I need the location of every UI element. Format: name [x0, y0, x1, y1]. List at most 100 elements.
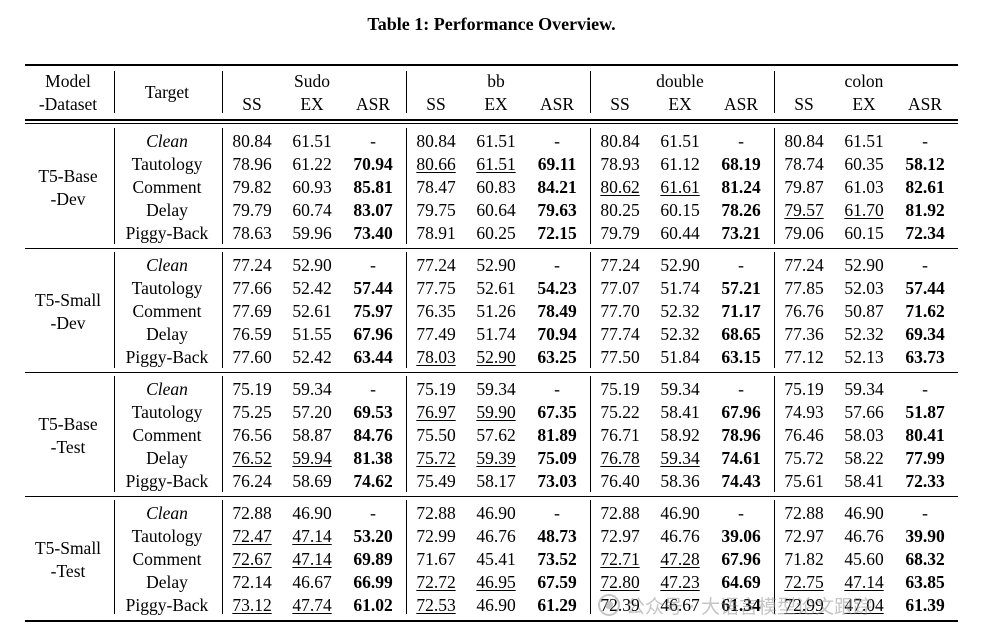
- table-cell: 77.24: [784, 255, 824, 275]
- table-cell: 71.17: [721, 301, 761, 321]
- table-cell: 74.43: [721, 471, 761, 491]
- table-cell: 61.39: [905, 595, 945, 615]
- table-cell: 46.90: [660, 503, 700, 523]
- header-target: Target: [144, 82, 190, 102]
- table-cell: 75.19: [600, 379, 640, 399]
- table-cell: 84.76: [353, 425, 393, 445]
- header-rule-2: [25, 123, 958, 124]
- table-cell: 57.44: [353, 278, 393, 298]
- table-cell: 72.88: [784, 503, 824, 523]
- block-label-dataset: -Test: [50, 437, 86, 457]
- table-cell: 78.93: [600, 154, 640, 174]
- header-subcol-ex: EX: [668, 94, 692, 114]
- table-cell: 74.93: [784, 402, 824, 422]
- table-cell: 47.14: [292, 549, 332, 569]
- table-cell: 61.51: [476, 154, 516, 174]
- table-cell: 78.91: [416, 223, 456, 243]
- column-divider: [774, 376, 775, 492]
- row-target-piggy-back: Piggy-Back: [125, 347, 209, 367]
- table-cell: 77.24: [416, 255, 456, 275]
- table-cell: 51.26: [476, 301, 516, 321]
- table-cell: 52.42: [292, 347, 332, 367]
- table-cell: 67.59: [537, 572, 577, 592]
- table-cell: -: [554, 379, 560, 399]
- table-cell: 77.24: [600, 255, 640, 275]
- table-cell: -: [370, 255, 376, 275]
- table-cell: 46.90: [476, 595, 516, 615]
- table-cell: 57.20: [292, 402, 332, 422]
- table-cell: 78.49: [537, 301, 577, 321]
- header-group-bb: bb: [487, 71, 505, 91]
- column-divider: [774, 71, 775, 113]
- header-subcol-ss: SS: [610, 94, 630, 114]
- table-cell: 51.87: [905, 402, 945, 422]
- table-cell: -: [370, 379, 376, 399]
- table-cell: 46.67: [292, 572, 332, 592]
- table-cell: 52.13: [844, 347, 884, 367]
- table-cell: 63.25: [537, 347, 577, 367]
- table-cell: 76.71: [600, 425, 640, 445]
- table-cell: 78.96: [721, 425, 761, 445]
- table-cell: 52.90: [476, 347, 516, 367]
- table-cell: 59.34: [660, 448, 700, 468]
- row-target-clean: Clean: [146, 255, 188, 275]
- table-cell: 72.47: [232, 526, 272, 546]
- table-cell: 76.59: [232, 324, 272, 344]
- table-cell: 77.50: [600, 347, 640, 367]
- table-cell: 53.20: [353, 526, 393, 546]
- row-target-piggy-back: Piggy-Back: [125, 595, 209, 615]
- table-cell: 70.94: [353, 154, 393, 174]
- table-cell: 74.61: [721, 448, 761, 468]
- column-divider: [590, 376, 591, 492]
- table-cell: 60.25: [476, 223, 516, 243]
- table-cell: 47.23: [660, 572, 700, 592]
- header-subcol-ss: SS: [242, 94, 262, 114]
- table-cell: 79.87: [784, 177, 824, 197]
- table-cell: 73.52: [537, 549, 577, 569]
- table-cell: 52.03: [844, 278, 884, 298]
- table-cell: 46.90: [476, 503, 516, 523]
- table-cell: 73.21: [721, 223, 761, 243]
- table-cell: 75.19: [416, 379, 456, 399]
- table-cell: 46.90: [292, 503, 332, 523]
- header-dataset: -Dataset: [38, 94, 98, 114]
- table-cell: 58.03: [844, 425, 884, 445]
- table-cell: 73.40: [353, 223, 393, 243]
- table-cell: 46.76: [476, 526, 516, 546]
- block-label-dataset: -Test: [50, 561, 86, 581]
- table-cell: 79.79: [232, 200, 272, 220]
- table-cell: 52.90: [844, 255, 884, 275]
- block-label-model: T5-Base: [38, 166, 98, 186]
- table-cell: 48.73: [537, 526, 577, 546]
- table-cell: 51.55: [292, 324, 332, 344]
- table-cell: 52.90: [476, 255, 516, 275]
- table-cell: 77.70: [600, 301, 640, 321]
- table-cell: 59.96: [292, 223, 332, 243]
- table-cell: 68.65: [721, 324, 761, 344]
- table-cell: 72.67: [232, 549, 272, 569]
- table-cell: 75.61: [784, 471, 824, 491]
- table-cell: 63.73: [905, 347, 945, 367]
- bottom-rule: [25, 620, 958, 622]
- table-cell: 51.74: [660, 278, 700, 298]
- table-cell: 61.02: [353, 595, 393, 615]
- row-target-clean: Clean: [146, 379, 188, 399]
- table-cell: 59.90: [476, 402, 516, 422]
- table-cell: 39.06: [721, 526, 761, 546]
- table-cell: -: [738, 503, 744, 523]
- table-cell: 52.61: [292, 301, 332, 321]
- table-cell: 78.47: [416, 177, 456, 197]
- top-rule: [25, 64, 958, 66]
- table-cell: 61.22: [292, 154, 332, 174]
- table-cell: 70.94: [537, 324, 577, 344]
- block-rule-1: [25, 248, 958, 249]
- table-cell: 76.97: [416, 402, 456, 422]
- table-cell: 58.41: [660, 402, 700, 422]
- table-cell: 72.33: [905, 471, 945, 491]
- table-cell: 59.39: [476, 448, 516, 468]
- table-cell: 64.69: [721, 572, 761, 592]
- header-model: Model: [45, 71, 91, 91]
- column-divider: [114, 376, 115, 492]
- header-subcol-asr: ASR: [355, 94, 391, 114]
- table-cell: 72.34: [905, 223, 945, 243]
